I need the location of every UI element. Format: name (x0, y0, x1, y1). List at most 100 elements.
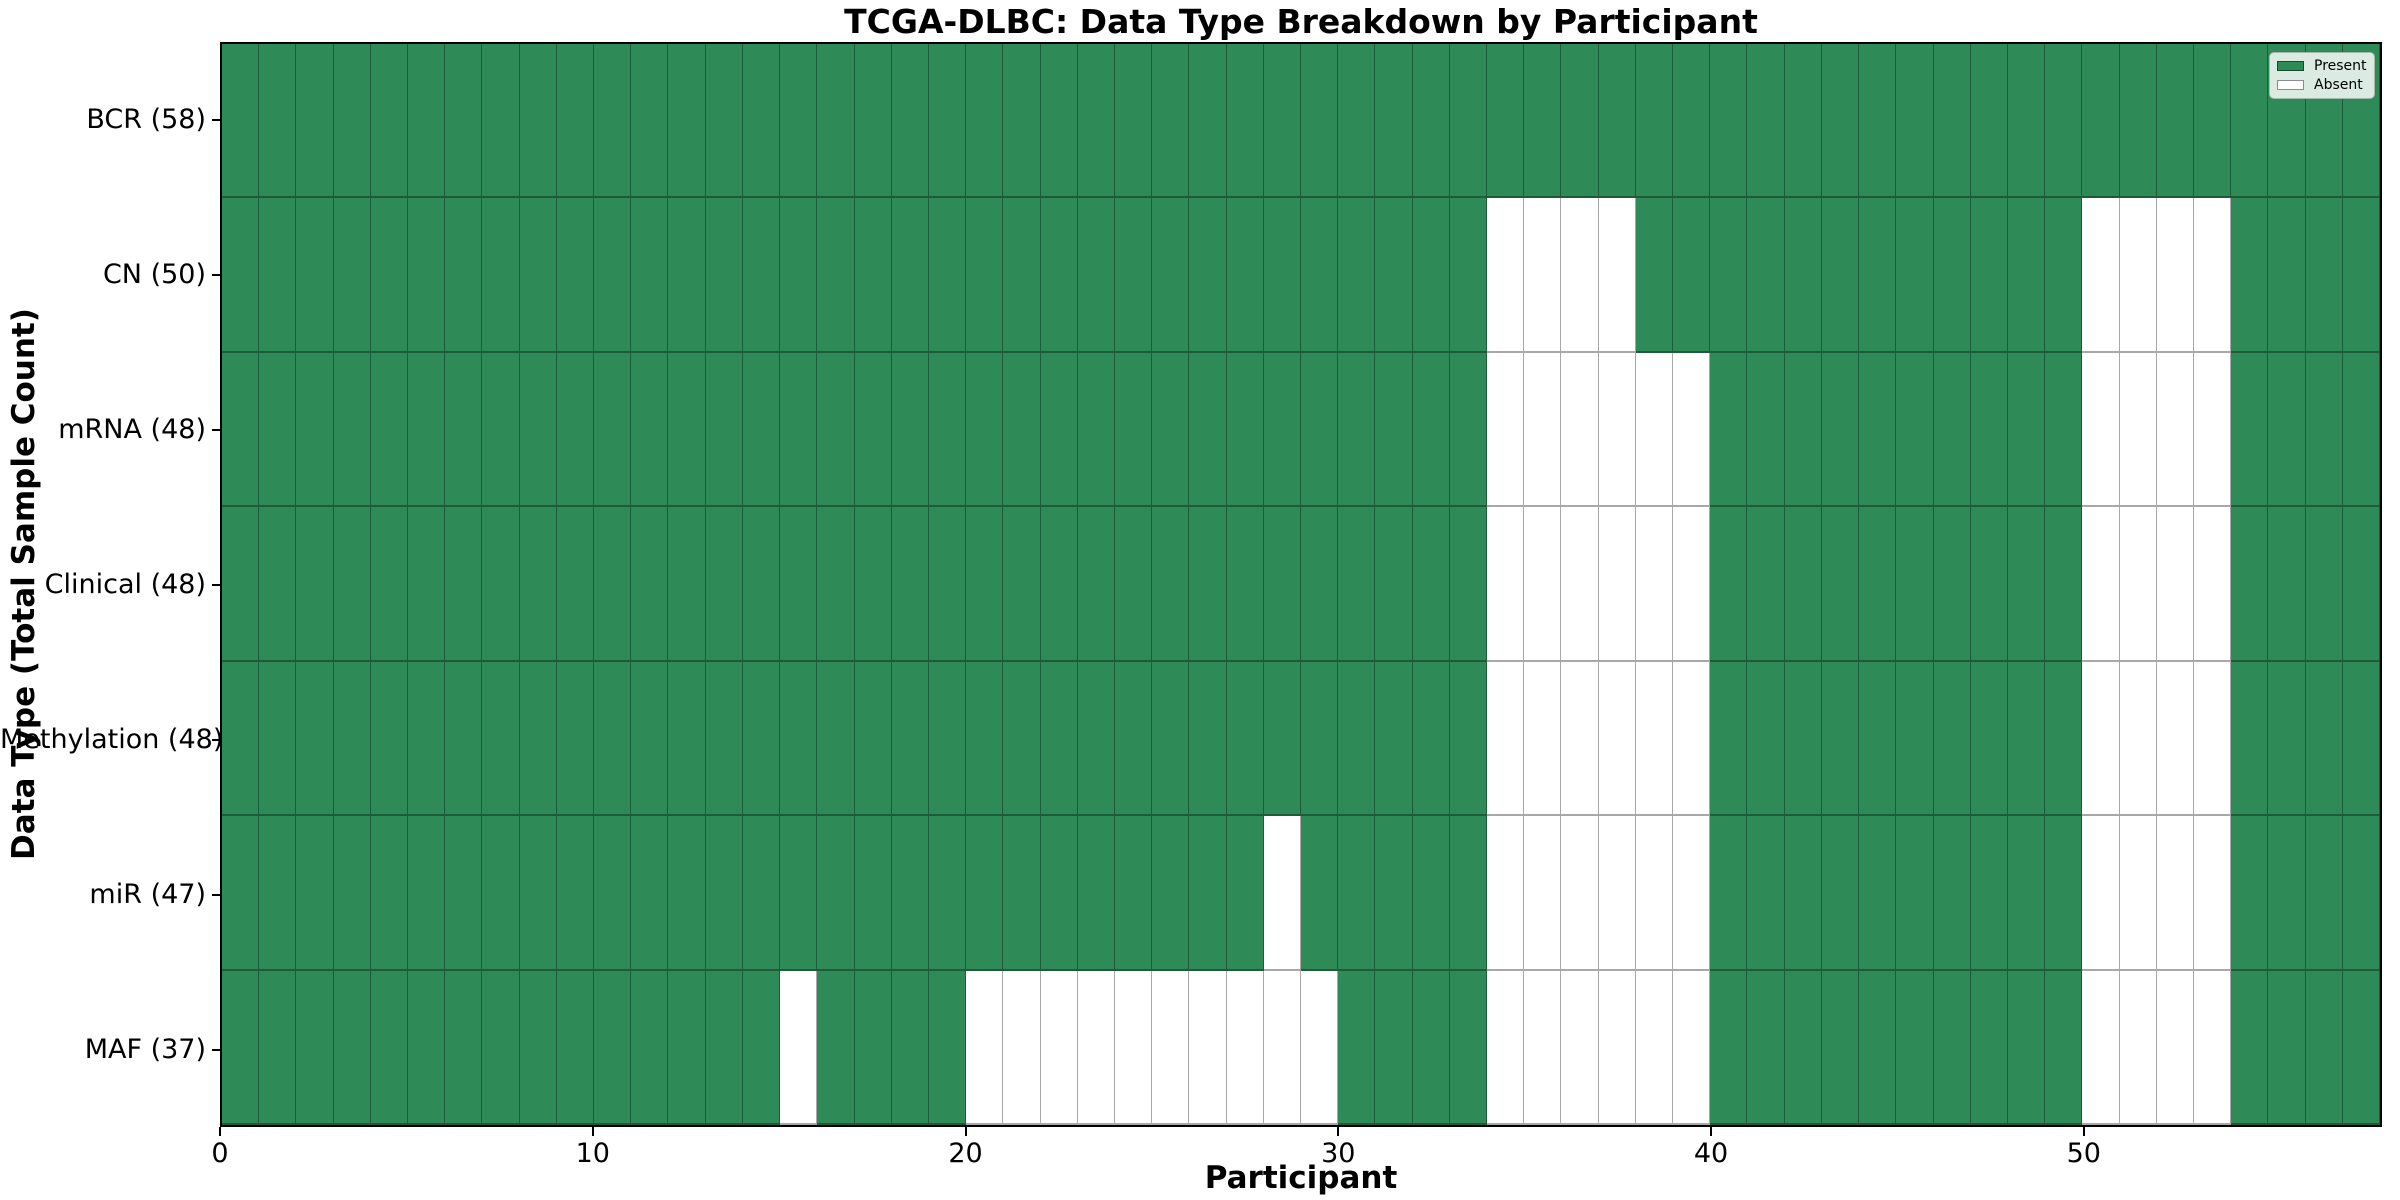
cell-Methylation-p45 (1896, 661, 1934, 817)
cell-Clinical-p42 (1784, 507, 1822, 662)
cell-MAF-p54 (2231, 970, 2269, 1125)
cell-Methylation-p30 (1338, 661, 1376, 817)
cell-MAF-p51 (2119, 970, 2157, 1125)
cell-miR-p56 (2305, 816, 2343, 971)
cell-miR-p25 (1152, 816, 1190, 971)
cell-miR-p30 (1338, 816, 1376, 971)
cell-mRNA-p55 (2268, 352, 2306, 508)
cell-Methylation-p39 (1673, 661, 1711, 817)
legend-item-absent: Absent (2277, 78, 2367, 92)
cell-Methylation-p1 (259, 661, 297, 817)
cell-Methylation-p28 (1263, 661, 1301, 817)
cell-mRNA-p36 (1561, 352, 1599, 508)
cell-Clinical-p31 (1375, 507, 1413, 662)
legend-item-present: Present (2277, 59, 2367, 73)
cell-Clinical-p20 (966, 507, 1004, 662)
cell-Clinical-p24 (1114, 507, 1153, 662)
y-tick-label-CN: CN (50) (102, 258, 206, 290)
cell-BCR-p38 (1635, 44, 1674, 199)
x-tick-mark-0 (219, 1127, 221, 1136)
cell-miR-p34 (1487, 816, 1525, 971)
cell-miR-p49 (2045, 816, 2083, 971)
cell-Methylation-p5 (408, 661, 446, 817)
cell-miR-p42 (1784, 816, 1822, 971)
y-tick-mark-CN (212, 273, 220, 276)
cell-mRNA-p20 (966, 352, 1004, 508)
cell-miR-p15 (780, 816, 818, 971)
cell-Clinical-p32 (1412, 507, 1450, 662)
cell-BCR-p43 (1821, 44, 1860, 199)
cell-CN-p19 (928, 198, 967, 353)
cell-CN-p50 (2082, 198, 2120, 353)
cell-Methylation-p20 (966, 661, 1004, 817)
cell-mRNA-p32 (1412, 352, 1450, 508)
cell-BCR-p11 (631, 44, 669, 199)
cell-BCR-p1 (259, 44, 297, 199)
cell-miR-p43 (1821, 816, 1860, 971)
cell-MAF-p33 (1449, 970, 1488, 1125)
x-tick-mark-30 (1337, 1127, 1340, 1136)
cell-miR-p11 (631, 816, 669, 971)
cell-Methylation-p46 (1933, 661, 1971, 817)
y-tick-label-Clinical: Clinical (48) (44, 568, 206, 600)
cell-miR-p20 (966, 816, 1004, 971)
cell-CN-p38 (1635, 198, 1674, 353)
cell-BCR-p0 (222, 44, 260, 199)
cell-Methylation-p19 (928, 661, 967, 817)
cell-MAF-p50 (2082, 970, 2120, 1125)
cell-Methylation-p35 (1524, 661, 1562, 817)
y-tick-mark-Methylation (212, 738, 220, 741)
y-tick-mark-Clinical (212, 583, 220, 586)
cell-miR-p24 (1114, 816, 1153, 971)
cell-mRNA-p41 (1747, 352, 1785, 508)
cell-MAF-p21 (1003, 970, 1041, 1125)
cell-MAF-p34 (1487, 970, 1525, 1125)
cell-mRNA-p21 (1003, 352, 1041, 508)
cell-Methylation-p42 (1784, 661, 1822, 817)
cell-Clinical-p1 (259, 507, 297, 662)
y-tick-label-miR: miR (47) (89, 878, 206, 910)
cell-Clinical-p40 (1710, 507, 1748, 662)
cell-CN-p55 (2268, 198, 2306, 353)
y-tick-label-MAF: MAF (37) (84, 1033, 206, 1065)
cell-mRNA-p26 (1189, 352, 1227, 508)
cell-mRNA-p35 (1524, 352, 1562, 508)
cell-MAF-p26 (1189, 970, 1227, 1125)
cell-CN-p44 (1859, 198, 1897, 353)
cell-mRNA-p27 (1226, 352, 1264, 508)
cell-CN-p20 (966, 198, 1004, 353)
cell-BCR-p17 (854, 44, 892, 199)
cell-mRNA-p45 (1896, 352, 1934, 508)
cell-CN-p32 (1412, 198, 1450, 353)
cell-mRNA-p56 (2305, 352, 2343, 508)
cell-miR-p39 (1673, 816, 1711, 971)
cell-Methylation-p25 (1152, 661, 1190, 817)
cell-Methylation-p9 (556, 661, 595, 817)
cell-CN-p33 (1449, 198, 1488, 353)
x-tick-mark-20 (964, 1127, 967, 1136)
cell-Clinical-p47 (1970, 507, 2008, 662)
cell-BCR-p29 (1301, 44, 1339, 199)
cell-mRNA-p0 (222, 352, 260, 508)
cell-MAF-p11 (631, 970, 669, 1125)
cell-MAF-p52 (2156, 970, 2194, 1125)
cell-Methylation-p32 (1412, 661, 1450, 817)
cell-Methylation-p49 (2045, 661, 2083, 817)
cell-BCR-p51 (2119, 44, 2157, 199)
cell-miR-p50 (2082, 816, 2120, 971)
y-tick-label-BCR: BCR (58) (86, 103, 206, 135)
cell-MAF-p19 (928, 970, 967, 1125)
cell-mRNA-p33 (1449, 352, 1488, 508)
cell-Methylation-p57 (2342, 661, 2380, 817)
cell-MAF-p2 (296, 970, 334, 1125)
y-tick-mark-mRNA (212, 428, 220, 431)
cell-miR-p55 (2268, 816, 2306, 971)
cell-CN-p24 (1114, 198, 1153, 353)
cell-BCR-p20 (966, 44, 1004, 199)
cell-miR-p7 (482, 816, 520, 971)
cell-MAF-p42 (1784, 970, 1822, 1125)
cell-MAF-p8 (519, 970, 557, 1125)
cell-Clinical-p25 (1152, 507, 1190, 662)
cell-Methylation-p0 (222, 661, 260, 817)
x-tick-label-40: 40 (1693, 1138, 1729, 1169)
